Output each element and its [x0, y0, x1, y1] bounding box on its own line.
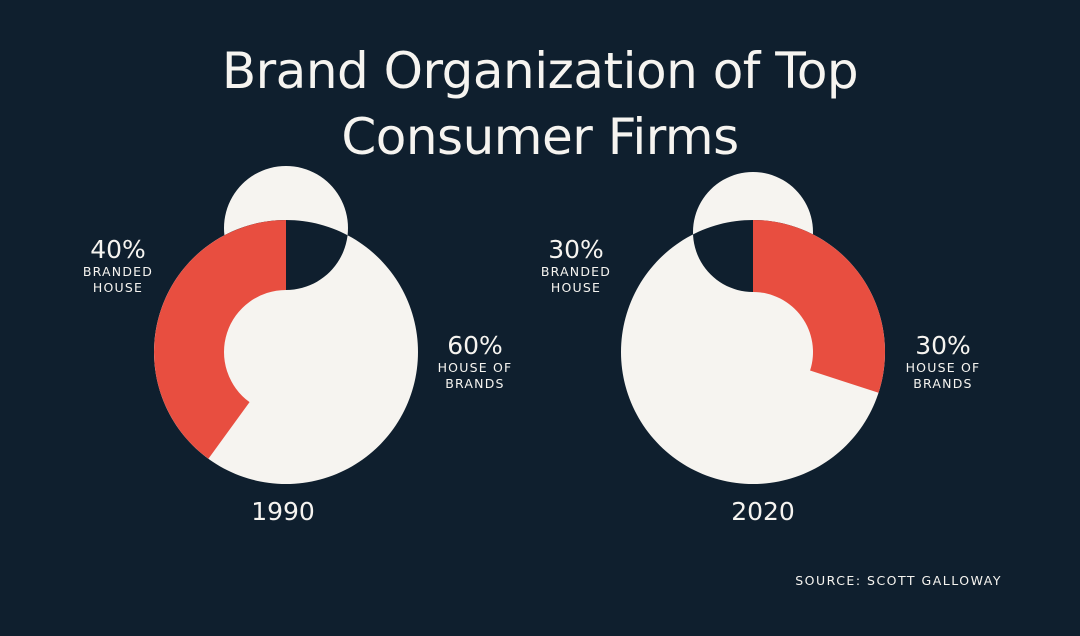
year-label-1990: 1990 — [251, 497, 315, 526]
label-2020-house-of-brands: 30% HOUSE OF BRANDS — [883, 332, 1003, 392]
label-1990-house-caption: HOUSE OF BRANDS — [437, 360, 513, 391]
chart-title: Brand Organization of Top Consumer Firms — [0, 38, 1080, 170]
chart-title-line-2: Consumer Firms — [341, 108, 739, 166]
label-1990-branded-pct: 40% — [90, 235, 146, 264]
label-2020-branded-house: 30% BRANDED HOUSE — [516, 236, 636, 296]
label-1990-branded-caption: BRANDED HOUSE — [82, 264, 154, 295]
donut-chart-1990 — [153, 165, 418, 484]
donut-chart-2020 — [620, 172, 885, 484]
label-2020-branded-caption: BRANDED HOUSE — [540, 264, 612, 295]
label-2020-house-caption: HOUSE OF BRANDS — [905, 360, 981, 391]
label-2020-house-pct: 30% — [915, 331, 971, 360]
year-label-2020: 2020 — [731, 497, 795, 526]
label-2020-branded-pct: 30% — [548, 235, 604, 264]
slice-2020-branded-house — [753, 220, 885, 393]
label-1990-house-pct: 60% — [447, 331, 503, 360]
label-1990-branded-house: 40% BRANDED HOUSE — [58, 236, 178, 296]
source-note: SOURCE: SCOTT GALLOWAY — [795, 573, 1002, 588]
slice-1990-branded-house — [153, 220, 286, 459]
label-1990-house-of-brands: 60% HOUSE OF BRANDS — [415, 332, 535, 392]
chart-title-line-1: Brand Organization of Top — [221, 42, 859, 100]
